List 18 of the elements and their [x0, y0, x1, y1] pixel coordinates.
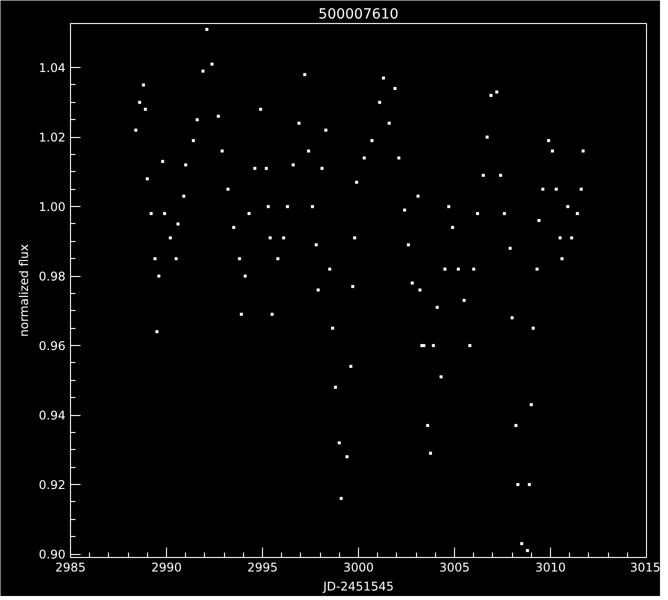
y-tick-label: 0.90 — [38, 548, 66, 562]
y-tick-label: 0.94 — [38, 408, 66, 423]
x-tick-label: 3000 — [343, 560, 374, 574]
x-axis-title: JD-2451545 — [322, 580, 394, 594]
x-tick-label: 3005 — [439, 560, 470, 574]
y-tick-label: 1.00 — [38, 200, 66, 214]
y-tick-label: 0.98 — [38, 270, 66, 284]
y-tick-label: 1.02 — [38, 130, 66, 145]
y-axis-title: normalized flux — [16, 244, 31, 337]
x-tick-label: 2990 — [151, 560, 182, 574]
x-tick-label: 2995 — [247, 560, 278, 574]
x-tick-label: 3015 — [630, 560, 661, 574]
y-tick-label: 1.04 — [38, 61, 66, 76]
y-tick-label: 0.96 — [38, 339, 66, 354]
x-tick-label: 2985 — [55, 560, 86, 574]
chart-title: 500007610 — [318, 6, 399, 22]
x-tick-label: 3010 — [535, 560, 566, 574]
y-tick-label: 0.92 — [38, 478, 66, 492]
